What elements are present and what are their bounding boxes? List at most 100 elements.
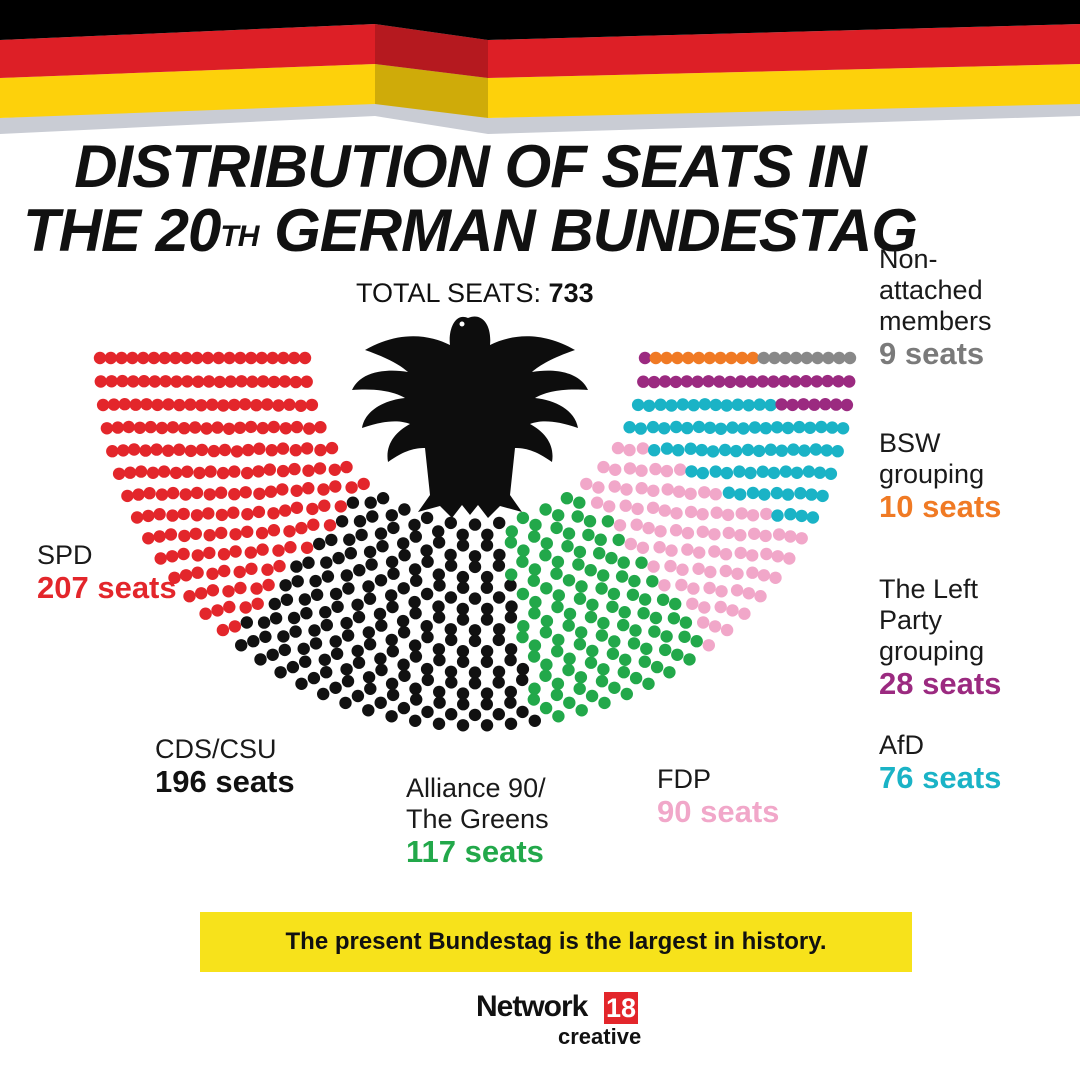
seat-dot (573, 496, 586, 509)
seat-dot (692, 562, 705, 575)
seat-dot (432, 568, 445, 581)
seat-dot (445, 708, 458, 721)
seat-dot (561, 540, 574, 553)
seat-dot (681, 526, 695, 540)
seat-dot (607, 587, 621, 601)
seat-dot (408, 563, 422, 576)
seat-dot (563, 652, 576, 665)
seat-dot (181, 465, 194, 478)
bsw-name-1: BSW (879, 428, 941, 458)
seat-dot (289, 444, 302, 457)
seat-dot (572, 558, 585, 571)
seat-dot (302, 464, 315, 477)
seat-dot (696, 525, 709, 538)
seat-dot (790, 466, 804, 479)
seat-dot (586, 644, 599, 658)
flag-gold-stripe (0, 64, 1080, 118)
seat-dot (207, 444, 221, 458)
seat-dot (642, 677, 655, 690)
federal-eagle-icon (352, 316, 588, 518)
seat-dot (562, 619, 575, 632)
seat-dot (267, 420, 280, 434)
seat-dot (153, 530, 166, 543)
seat-dot (609, 463, 622, 476)
seat-dot (729, 444, 743, 458)
seat-dot (480, 613, 494, 626)
seat-dot (339, 696, 352, 710)
seat-dot (117, 444, 130, 457)
seat-dot (832, 375, 845, 388)
legend-spd: SPD 207 seats (37, 540, 177, 605)
seat-dot (468, 666, 482, 679)
seat-dot (637, 607, 650, 620)
seat-dot (831, 445, 844, 458)
seat-dot (386, 600, 399, 614)
seat-dot (504, 653, 517, 667)
seat-dot (648, 444, 661, 457)
seat-dot (252, 465, 265, 478)
seat-dot (432, 536, 446, 549)
seat-dot (649, 351, 662, 365)
seat-dot (836, 422, 850, 435)
seat-dot (654, 525, 667, 538)
seat-dot (166, 486, 180, 500)
seat-dot (288, 351, 301, 365)
seat-dot (660, 351, 673, 365)
seat-dot (690, 635, 703, 648)
seat-dot (805, 488, 818, 501)
seat-dot (605, 551, 618, 565)
seat-dot (334, 500, 347, 513)
seat-dot (325, 533, 338, 547)
seat-dot (340, 460, 353, 474)
title-line-1: DISTRIBUTION OF SEATS IN (74, 133, 867, 200)
total-seats-label: TOTAL SEATS: (356, 278, 549, 308)
seat-dot (744, 466, 757, 480)
seat-dot (682, 351, 695, 365)
seat-dot (300, 541, 314, 554)
seat-dot (277, 630, 290, 643)
seat-dot (481, 602, 494, 616)
title-superscript: TH (220, 220, 259, 253)
seat-dot (192, 375, 205, 388)
seat-dot (608, 681, 621, 694)
seat-dot (608, 480, 621, 493)
seat-dot (397, 626, 411, 639)
seat-dot (764, 398, 777, 412)
seat-dot (386, 645, 399, 658)
seat-dot (444, 548, 457, 562)
seat-dot (468, 518, 482, 531)
seat-dot (734, 546, 747, 560)
seat-dot (133, 421, 147, 434)
seat-dot (636, 442, 650, 455)
seat-dot (684, 505, 698, 519)
seat-dot (374, 696, 387, 709)
seat-dot (642, 521, 655, 535)
seat-dot (343, 533, 356, 546)
seat-dot (278, 643, 291, 657)
seat-dot (840, 398, 854, 412)
seat-dot (693, 546, 706, 559)
seat-dot (696, 466, 709, 480)
seat-dot (615, 570, 629, 583)
seat-dot (715, 585, 728, 598)
seat-dot (269, 612, 283, 625)
seat-dot (420, 620, 433, 633)
legend-non-attached: Non- attached members 9 seats (879, 244, 992, 371)
seat-dot (385, 589, 398, 602)
seat-dot (833, 351, 846, 365)
seat-dot (235, 639, 248, 652)
seat-dot (279, 579, 292, 592)
seat-dot (178, 422, 191, 435)
seat-dot (681, 543, 694, 556)
seat-dot (199, 607, 212, 620)
seat-dot (582, 528, 595, 542)
seat-dot (266, 648, 279, 661)
seat-dot (432, 525, 445, 538)
seat-dot (481, 528, 494, 541)
seat-dot (374, 527, 388, 540)
seat-dot (363, 545, 377, 559)
seat-dot (708, 545, 721, 558)
seat-dot (539, 669, 552, 682)
seat-dot (584, 656, 598, 669)
seat-dot (843, 351, 857, 365)
